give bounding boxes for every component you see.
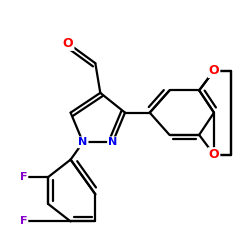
Text: O: O <box>209 148 219 161</box>
Text: F: F <box>20 216 28 226</box>
Text: F: F <box>20 172 28 182</box>
Text: N: N <box>78 137 88 147</box>
Text: N: N <box>108 137 117 147</box>
Text: O: O <box>209 64 219 77</box>
Text: O: O <box>63 37 74 50</box>
